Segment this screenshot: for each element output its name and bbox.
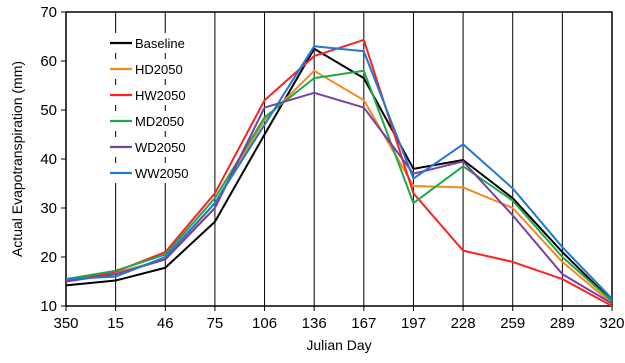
y-tick-label: 70 (40, 4, 57, 21)
legend-label: Baseline (135, 36, 185, 51)
legend-background (106, 59, 201, 79)
legend-background (106, 163, 201, 183)
x-tick-label: 320 (599, 315, 624, 332)
legend-label: WD2050 (135, 140, 186, 155)
x-tick-label: 259 (500, 315, 525, 332)
x-tick-label: 289 (550, 315, 575, 332)
legend-label: MD2050 (135, 114, 184, 129)
x-tick-label: 228 (451, 315, 476, 332)
y-axis-title: Actual Evapotranspiration (mm) (9, 61, 25, 257)
y-tick-label: 60 (40, 53, 57, 70)
y-tick-label: 40 (40, 151, 57, 168)
y-tick-label: 20 (40, 249, 57, 266)
x-axis-title: Julian Day (306, 337, 371, 353)
legend-background (106, 137, 201, 157)
x-axis-ticks: 350 15 46 75 106 136 167 197 228 259 289 320 (53, 306, 625, 332)
y-tick-label: 50 (40, 102, 57, 119)
legend-background (106, 111, 201, 131)
legend-label: HD2050 (135, 62, 183, 77)
x-tick-label: 350 (53, 315, 78, 332)
grid-lines (115, 12, 563, 306)
x-tick-label: 106 (252, 315, 277, 332)
x-tick-label: 136 (302, 315, 327, 332)
series-line-ww2050 (65, 45, 613, 300)
legend-background (106, 33, 201, 53)
series-line-wd2050 (65, 91, 613, 305)
plot-area-frame (65, 11, 613, 307)
legend-label: WW2050 (135, 166, 188, 181)
series-line-md2050 (65, 69, 613, 302)
legend: Baseline HD2050 HW2050 MD2050 WD2050 WW2050 (106, 33, 201, 183)
legend-background (106, 85, 201, 105)
x-tick-label: 75 (207, 315, 224, 332)
legend-label: HW2050 (135, 88, 186, 103)
x-tick-label: 197 (401, 315, 426, 332)
x-tick-label: 46 (157, 315, 174, 332)
x-tick-label: 15 (107, 315, 124, 332)
y-axis-ticks: 10 20 30 40 50 60 70 (40, 4, 66, 315)
y-tick-label: 30 (40, 200, 57, 217)
series-lines (65, 38, 613, 307)
x-tick-label: 167 (351, 315, 376, 332)
y-tick-label: 10 (40, 298, 57, 315)
series-line-baseline (65, 47, 613, 302)
